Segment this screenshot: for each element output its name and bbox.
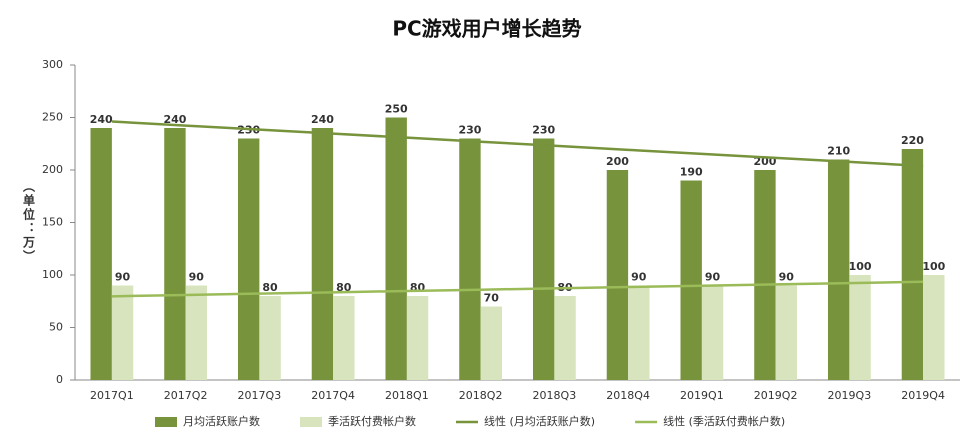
x-tick-label: 2017Q3: [238, 389, 282, 402]
value-label: 90: [115, 271, 131, 284]
bar: [827, 159, 850, 380]
value-label: 90: [631, 271, 647, 284]
value-label: 70: [484, 292, 500, 305]
chart-title: PC游戏用户增长趋势: [392, 17, 581, 41]
x-tick-label: 2018Q1: [385, 389, 429, 402]
x-tick-label: 2017Q4: [311, 389, 355, 402]
bar: [111, 285, 134, 380]
bar: [849, 275, 871, 380]
value-label: 250: [385, 103, 408, 116]
bar: [311, 128, 334, 380]
value-label: 210: [827, 145, 850, 158]
value-label: 100: [849, 260, 872, 273]
bar: [680, 180, 702, 380]
bar: [459, 138, 481, 380]
bar: [185, 285, 208, 380]
bar: [90, 128, 112, 380]
y-tick-label: 250: [42, 111, 63, 124]
bar: [406, 296, 429, 380]
value-label: 240: [163, 113, 186, 126]
x-tick-label: 2018Q2: [459, 389, 503, 402]
bar: [532, 138, 555, 380]
y-tick-label: 200: [42, 163, 63, 176]
legend-label: 月均活跃账户数: [183, 414, 260, 428]
bar: [901, 149, 924, 380]
y-tick-label: 0: [56, 373, 63, 386]
value-label: 240: [311, 113, 334, 126]
bar: [775, 285, 798, 380]
trend-line: [111, 280, 924, 298]
trend-line: [111, 120, 924, 168]
legend-swatch: [155, 417, 177, 427]
bar: [480, 306, 503, 380]
bar: [628, 285, 650, 380]
legend-swatch: [300, 417, 322, 427]
legend-label: 线性 (季活跃付费帐户数): [663, 414, 785, 428]
legend-label: 线性 (月均活跃账户数): [484, 414, 595, 428]
x-tick-label: 2019Q4: [901, 389, 945, 402]
value-label: 230: [458, 124, 481, 137]
bar: [606, 170, 629, 380]
y-axis-label: （单位：万）: [22, 180, 36, 264]
value-label: 200: [606, 155, 629, 168]
legend-label: 季活跃付费帐户数: [328, 414, 416, 428]
bar: [237, 138, 260, 380]
bar: [164, 128, 186, 380]
value-label: 80: [336, 281, 352, 294]
x-tick-label: 2017Q1: [90, 389, 134, 402]
value-label: 80: [262, 281, 278, 294]
value-label: 230: [532, 124, 555, 137]
x-tick-label: 2018Q4: [606, 389, 650, 402]
value-label: 100: [922, 260, 945, 273]
bar: [385, 117, 407, 380]
bar: [923, 275, 945, 380]
x-tick-label: 2019Q3: [828, 389, 872, 402]
value-label: 90: [705, 271, 721, 284]
y-tick-label: 50: [49, 321, 63, 334]
x-tick-label: 2018Q3: [533, 389, 577, 402]
bar: [754, 170, 776, 380]
x-tick-label: 2019Q1: [680, 389, 724, 402]
x-tick-label: 2019Q2: [754, 389, 798, 402]
bar: [701, 285, 724, 380]
value-label: 90: [779, 271, 795, 284]
y-tick-label: 300: [42, 58, 63, 71]
value-label: 90: [189, 271, 205, 284]
value-label: 190: [680, 166, 703, 179]
y-tick-label: 150: [42, 216, 63, 229]
value-label: 220: [901, 134, 924, 147]
y-tick-label: 100: [42, 268, 63, 281]
bar: [554, 296, 576, 380]
x-tick-label: 2017Q2: [164, 389, 208, 402]
bar: [259, 296, 281, 380]
value-label: 240: [90, 113, 113, 126]
bar: [333, 296, 355, 380]
